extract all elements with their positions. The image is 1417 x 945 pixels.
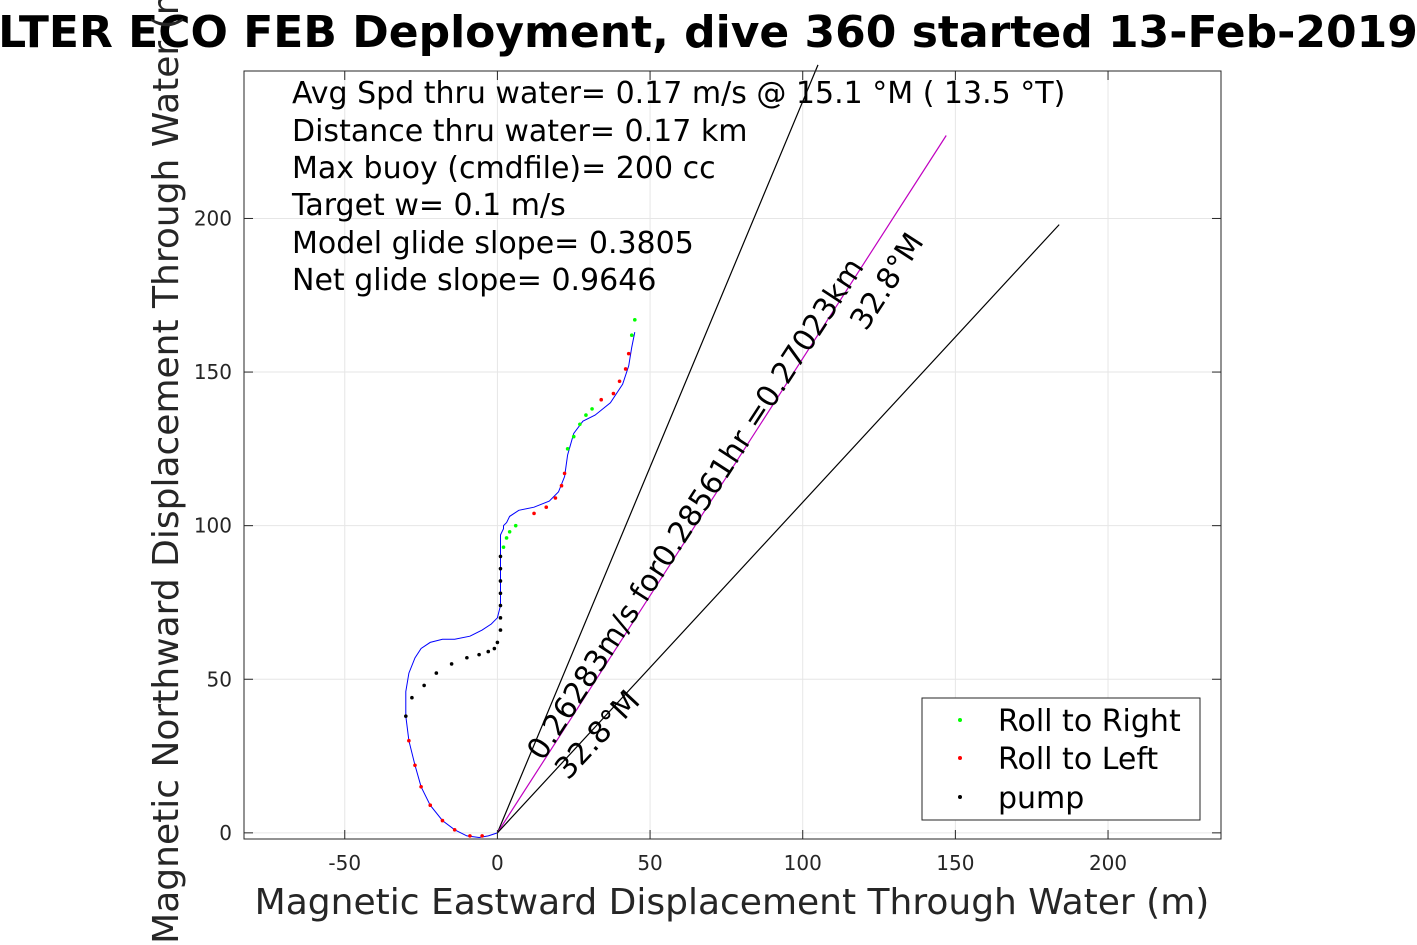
- plot-frame: [243, 70, 1222, 840]
- roll-left-point: [626, 351, 631, 356]
- x-tick-label: 0: [491, 851, 504, 875]
- legend-marker-pump: [958, 795, 962, 799]
- y-axis-label: Magnetic Northward Displacement Through …: [146, 0, 187, 944]
- legend-label-pump: pump: [998, 781, 1084, 816]
- annotation-avg-speed: Avg Spd thru water= 0.17 m/s @ 15.1 °M (…: [292, 76, 1065, 111]
- x-tick-label: 50: [637, 851, 662, 875]
- legend-label-roll-right: Roll to Right: [998, 704, 1181, 739]
- roll-left-point: [413, 763, 417, 768]
- roll-right-point: [501, 545, 506, 549]
- heading-rays: [496, 64, 1060, 834]
- pump-point: [492, 646, 497, 651]
- y-tick-label: 50: [207, 667, 232, 691]
- heading-ray-center: [496, 135, 947, 834]
- roll-right-point: [590, 407, 594, 411]
- axis-ticks: -50 0 50 100 150 200 0 50 100 150 200: [194, 71, 1221, 875]
- pump-point: [422, 683, 426, 688]
- annotation-max-buoy: Max buoy (cmdfile)= 200 cc: [292, 151, 716, 186]
- track-points: [404, 318, 637, 838]
- y-tick-label: 0: [219, 821, 232, 845]
- roll-right-point: [571, 434, 576, 439]
- x-tick-label: 200: [1089, 851, 1127, 875]
- roll-left-point: [617, 379, 622, 384]
- pump-point: [465, 655, 469, 660]
- roll-right-point: [584, 413, 588, 417]
- pump-point: [498, 554, 503, 559]
- pump-point: [477, 652, 481, 657]
- roll-left-point: [611, 391, 616, 396]
- annotation-net-glide: Net glide slope= 0.9646: [292, 263, 656, 298]
- roll-right-point: [578, 422, 582, 427]
- pump-point: [449, 662, 454, 666]
- x-tick-label: 100: [784, 851, 822, 875]
- annotation-model-glide: Model glide slope= 0.3805: [292, 226, 694, 261]
- pump-point: [498, 603, 503, 608]
- pump-point: [498, 566, 503, 571]
- roll-left-point: [452, 827, 457, 832]
- grid-lines: [244, 71, 1221, 839]
- roll-left-point: [440, 818, 445, 823]
- legend-marker-roll-right: [958, 718, 962, 722]
- pump-point: [434, 671, 439, 675]
- roll-left-point: [480, 834, 484, 838]
- y-tick-label: 100: [194, 514, 232, 538]
- x-tick-label: -50: [328, 851, 361, 875]
- pump-point: [404, 714, 408, 718]
- roll-left-point: [553, 496, 558, 500]
- roll-left-point: [419, 784, 423, 789]
- pump-point: [498, 628, 503, 632]
- x-tick-label: 150: [936, 851, 974, 875]
- roll-left-point: [623, 367, 628, 371]
- roll-right-point: [513, 523, 518, 528]
- roll-right-point: [504, 536, 509, 540]
- heading-ray-right: [496, 224, 1060, 834]
- annotation-distance: Distance thru water= 0.17 km: [292, 114, 747, 149]
- roll-right-point: [507, 530, 512, 534]
- heading-ray-left: [496, 64, 819, 834]
- chart-title: LTER ECO FEB Deployment, dive 360 starte…: [0, 7, 1417, 58]
- roll-left-point: [562, 471, 567, 476]
- y-tick-label: 150: [194, 360, 232, 384]
- roll-right-point: [633, 318, 637, 322]
- annotation-target-w: Target w= 0.1 m/s: [291, 188, 566, 223]
- dive-track: [405, 332, 636, 839]
- roll-right-point: [565, 447, 570, 451]
- pump-point: [498, 616, 503, 620]
- annotation-block: Avg Spd thru water= 0.17 m/s @ 15.1 °M (…: [291, 76, 1065, 298]
- roll-left-point: [532, 511, 536, 516]
- roll-left-point: [559, 483, 564, 488]
- roll-left-point: [428, 803, 433, 808]
- legend-box: [921, 697, 1201, 821]
- roll-left-point: [407, 738, 411, 743]
- roll-left-point: [544, 505, 549, 510]
- roll-left-point: [468, 834, 472, 838]
- y-tick-label: 200: [194, 206, 232, 230]
- legend: Roll to Right Roll to Left pump: [921, 697, 1201, 821]
- legend-label-roll-left: Roll to Left: [998, 742, 1158, 777]
- x-axis-label: Magnetic Eastward Displacement Through W…: [255, 882, 1210, 923]
- pump-point: [498, 579, 503, 583]
- roll-right-point: [629, 333, 634, 337]
- track-line: [405, 332, 636, 839]
- pump-point: [498, 591, 503, 596]
- pump-point: [410, 695, 414, 700]
- roll-left-point: [599, 397, 604, 402]
- legend-marker-roll-left: [958, 756, 962, 760]
- pump-point: [486, 649, 491, 654]
- pump-point: [495, 640, 500, 645]
